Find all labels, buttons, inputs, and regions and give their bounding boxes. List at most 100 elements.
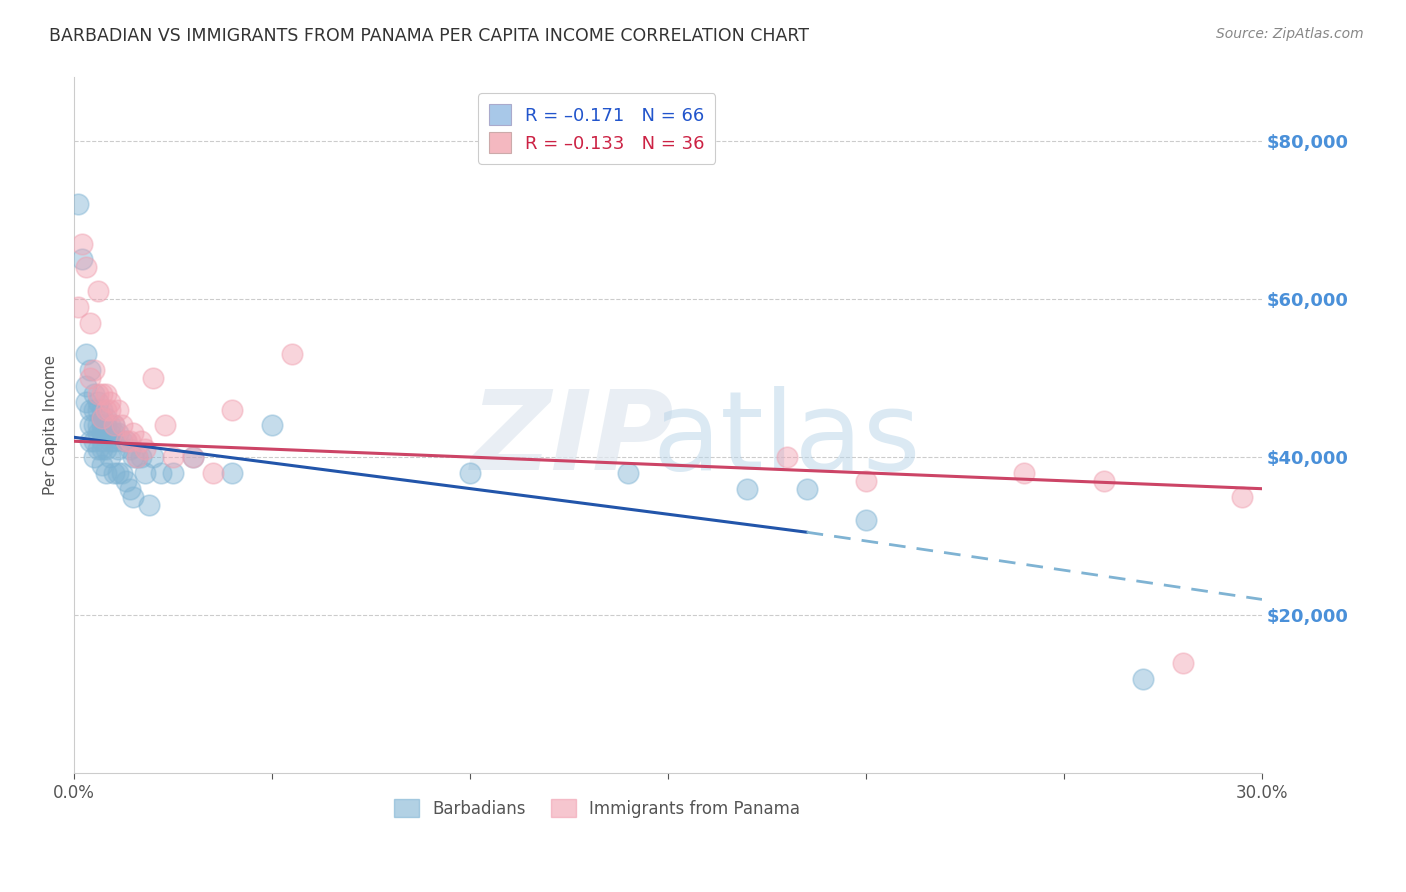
Point (87, 426, 110, 441)
Point (90, 442, 112, 457)
Point (162, 466, 184, 480)
Point (181, 450, 204, 464)
Point (75, 260, 97, 275)
Point (79, 363, 101, 377)
Text: BARBADIAN VS IMMIGRANTS FROM PANAMA PER CAPITA INCOME CORRELATION CHART: BARBADIAN VS IMMIGRANTS FROM PANAMA PER … (49, 27, 810, 45)
Point (94, 442, 117, 457)
Point (83, 363, 105, 377)
Point (735, 482, 758, 496)
Point (87, 418, 110, 433)
Point (87, 394, 110, 409)
Point (94, 426, 117, 441)
Point (134, 466, 156, 480)
Point (122, 490, 145, 504)
Point (70, 252, 93, 267)
Point (87, 284, 110, 298)
Point (131, 450, 153, 464)
Point (122, 426, 145, 441)
Point (94, 418, 117, 433)
Point (107, 442, 129, 457)
Point (83, 450, 105, 464)
Point (90, 458, 112, 472)
Point (83, 418, 105, 433)
Point (79, 434, 101, 449)
Point (114, 474, 136, 488)
Point (153, 418, 176, 433)
Point (1092, 474, 1115, 488)
Point (67, 300, 90, 314)
Point (150, 466, 173, 480)
Point (75, 379, 97, 393)
Point (162, 450, 184, 464)
Point (94, 386, 117, 401)
Point (87, 386, 110, 401)
Point (1230, 490, 1253, 504)
Point (131, 434, 153, 449)
Point (142, 371, 165, 385)
Point (122, 450, 145, 464)
Point (103, 418, 125, 433)
Point (70, 236, 93, 251)
Point (118, 482, 141, 496)
Point (1171, 656, 1194, 670)
Point (855, 513, 877, 527)
Point (796, 482, 818, 496)
Point (90, 434, 112, 449)
Point (107, 402, 129, 417)
Point (221, 466, 243, 480)
Point (1132, 672, 1154, 686)
Text: ZIP: ZIP (471, 386, 675, 493)
Point (90, 410, 112, 425)
Point (181, 450, 204, 464)
Point (103, 426, 125, 441)
Point (90, 386, 112, 401)
Point (75, 347, 97, 361)
Text: Source: ZipAtlas.com: Source: ZipAtlas.com (1216, 27, 1364, 41)
Point (90, 418, 112, 433)
Point (94, 466, 117, 480)
Point (617, 466, 640, 480)
Point (110, 434, 132, 449)
Point (79, 402, 101, 417)
Point (79, 316, 101, 330)
Point (776, 450, 799, 464)
Point (114, 434, 136, 449)
Point (103, 418, 125, 433)
Point (98, 450, 121, 464)
Point (127, 450, 149, 464)
Point (98, 394, 121, 409)
Point (114, 434, 136, 449)
Point (107, 466, 129, 480)
Point (83, 434, 105, 449)
Point (83, 386, 105, 401)
Point (67, 197, 90, 211)
Point (94, 410, 117, 425)
Point (1014, 466, 1036, 480)
Point (79, 418, 101, 433)
Point (98, 402, 121, 417)
Point (458, 466, 481, 480)
Point (118, 434, 141, 449)
Y-axis label: Per Capita Income: Per Capita Income (44, 355, 58, 495)
Point (75, 394, 97, 409)
Point (134, 442, 156, 457)
Point (110, 466, 132, 480)
Point (118, 442, 141, 457)
Point (107, 426, 129, 441)
Legend: Barbadians, Immigrants from Panama: Barbadians, Immigrants from Panama (387, 793, 807, 824)
Point (98, 434, 121, 449)
Point (90, 410, 112, 425)
Point (103, 466, 125, 480)
Point (94, 402, 117, 417)
Point (83, 402, 105, 417)
Point (110, 418, 132, 433)
Point (98, 426, 121, 441)
Point (262, 418, 284, 433)
Point (90, 402, 112, 417)
Point (87, 442, 110, 457)
Point (281, 347, 304, 361)
Point (221, 402, 243, 417)
Point (90, 426, 112, 441)
Point (142, 450, 165, 464)
Text: atlas: atlas (652, 386, 921, 493)
